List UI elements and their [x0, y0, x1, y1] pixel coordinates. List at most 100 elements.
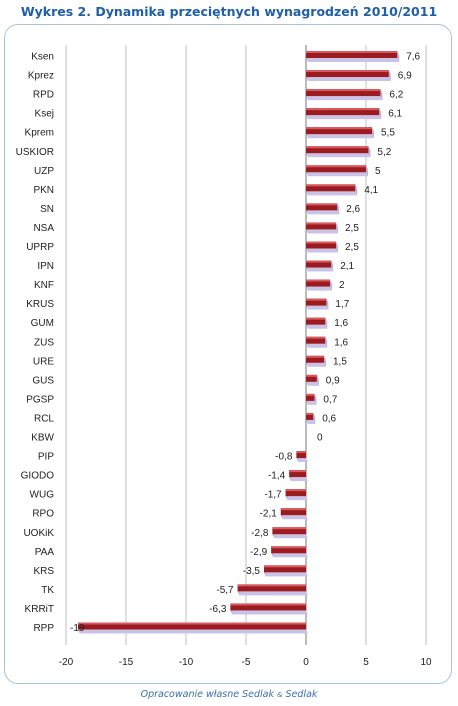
bar	[306, 355, 326, 367]
value-label: 0,9	[326, 375, 340, 386]
category-label: USKIOR	[16, 147, 54, 158]
bar-depth	[289, 477, 308, 482]
bar	[271, 546, 308, 558]
chart-title: Wykres 2. Dynamika przeciętnych wynagrod…	[20, 4, 438, 19]
value-label: 1,5	[333, 356, 347, 367]
bar-face	[306, 146, 369, 154]
bar	[237, 584, 308, 596]
bar	[306, 51, 400, 62]
x-tick-label: -20	[59, 657, 74, 668]
bar	[289, 470, 308, 482]
bar	[272, 527, 308, 539]
bar-side	[336, 222, 338, 234]
bar	[306, 393, 317, 405]
bar-face	[306, 279, 330, 287]
value-label: 2,5	[345, 223, 359, 234]
bar-highlight	[306, 222, 336, 225]
bar-highlight	[306, 108, 380, 111]
bars	[78, 51, 400, 634]
value-labels: 7,6 6,9 6,2 6,1 5,5 5,2 5 4,1 2,6 2,5 2,5 2,1 2 1,7 1,…	[70, 52, 421, 635]
bar	[285, 489, 308, 501]
gridlines	[65, 45, 427, 645]
category-label: SN	[40, 204, 54, 215]
bar-highlight	[306, 336, 326, 339]
category-label: RCL	[34, 413, 54, 424]
bar-side	[336, 241, 338, 253]
x-tick-label: -15	[119, 657, 134, 668]
value-label: 5	[375, 166, 381, 177]
bar-face	[306, 184, 356, 192]
bar-depth	[306, 58, 400, 62]
value-label: -2,9	[250, 547, 268, 558]
bar-side	[397, 51, 400, 62]
category-label: PAA	[35, 547, 55, 558]
bar-face	[306, 241, 336, 249]
bar	[306, 374, 319, 386]
bar	[264, 565, 308, 577]
bar-depth	[306, 210, 340, 215]
bar	[306, 70, 391, 82]
bar-highlight	[306, 374, 317, 377]
bar-highlight	[306, 393, 315, 396]
value-label: 6,2	[389, 90, 403, 101]
x-tick-label: -5	[242, 657, 251, 668]
bar-face	[306, 165, 366, 173]
bar-highlight	[306, 279, 330, 282]
bar-depth	[306, 400, 317, 405]
bar-highlight	[78, 622, 306, 625]
bar-face	[78, 622, 306, 630]
bar-highlight	[306, 355, 324, 358]
category-label: GUM	[31, 318, 54, 329]
bar-highlight	[296, 451, 306, 454]
bar-depth	[306, 248, 338, 253]
bar-depth	[306, 153, 371, 158]
bar	[306, 241, 338, 253]
bar-face	[306, 108, 380, 116]
bar-depth	[280, 515, 308, 520]
bar	[306, 260, 334, 272]
bar-depth	[306, 362, 326, 367]
bar-side	[313, 412, 316, 424]
category-label: PIP	[38, 452, 54, 463]
value-label: -19	[70, 623, 85, 634]
bar-depth	[78, 629, 308, 634]
bar-face	[230, 603, 306, 611]
bar-depth	[306, 229, 338, 234]
bar-face	[306, 260, 332, 268]
category-labels: Ksen Kprez RPD Ksej Kprem USKIOR UZP PKN SN NSA UP…	[16, 52, 55, 635]
category-label: Kprem	[25, 128, 54, 139]
bar-face	[285, 489, 306, 497]
bar-face	[306, 298, 327, 306]
bar-depth	[306, 96, 383, 101]
bar-face	[296, 451, 306, 459]
x-tick-label: 5	[363, 657, 369, 668]
bar-depth	[306, 381, 319, 386]
bar-depth	[306, 77, 391, 82]
bar	[296, 451, 308, 463]
bar-face	[306, 222, 336, 230]
bar-face	[306, 51, 398, 58]
bar	[306, 298, 329, 310]
bar	[280, 508, 308, 520]
category-label: IPN	[37, 261, 54, 272]
category-label: NSA	[33, 223, 54, 234]
bar-face	[306, 127, 372, 135]
category-label: Ksen	[31, 52, 54, 63]
value-label: 5,5	[381, 128, 395, 139]
bar-face	[271, 546, 306, 554]
bar	[306, 89, 383, 101]
bar-side	[388, 70, 391, 82]
category-label: RPO	[32, 509, 54, 520]
bar-side	[366, 165, 368, 177]
bar-face	[237, 584, 306, 592]
bar-side	[330, 279, 332, 291]
bar-highlight	[264, 565, 306, 568]
bar-side	[324, 355, 326, 367]
value-label: 6,1	[388, 109, 402, 120]
bar-depth	[306, 305, 329, 310]
bar-face	[264, 565, 306, 573]
bar-highlight	[271, 546, 306, 549]
category-label: UZP	[34, 166, 54, 177]
bar-face	[306, 355, 324, 363]
